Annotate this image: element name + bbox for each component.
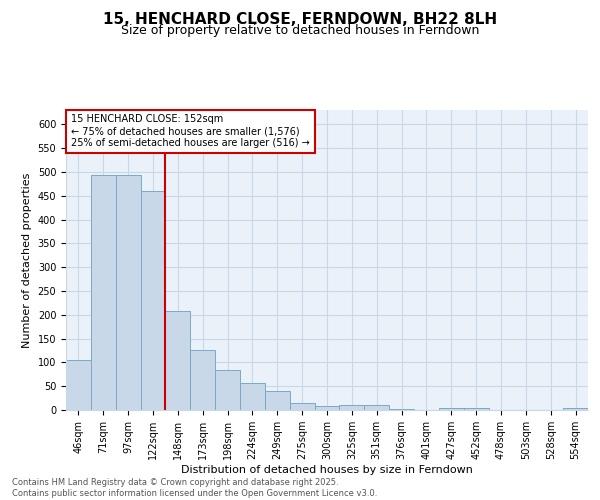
Bar [364,405,389,410]
Bar [240,383,265,410]
X-axis label: Distribution of detached houses by size in Ferndown: Distribution of detached houses by size … [181,465,473,475]
Bar [265,391,290,410]
Y-axis label: Number of detached properties: Number of detached properties [22,172,32,348]
Bar [389,408,414,410]
Text: Contains HM Land Registry data © Crown copyright and database right 2025.
Contai: Contains HM Land Registry data © Crown c… [12,478,377,498]
Text: 15, HENCHARD CLOSE, FERNDOWN, BH22 8LH: 15, HENCHARD CLOSE, FERNDOWN, BH22 8LH [103,12,497,28]
Bar [91,175,116,410]
Bar [563,408,588,410]
Bar [190,350,215,410]
Text: Size of property relative to detached houses in Ferndown: Size of property relative to detached ho… [121,24,479,37]
Bar [290,404,314,410]
Bar [439,408,464,410]
Bar [140,191,166,410]
Bar [215,370,240,410]
Bar [166,311,190,410]
Bar [314,406,340,410]
Bar [464,408,488,410]
Text: 15 HENCHARD CLOSE: 152sqm
← 75% of detached houses are smaller (1,576)
25% of se: 15 HENCHARD CLOSE: 152sqm ← 75% of detac… [71,114,310,148]
Bar [340,405,364,410]
Bar [116,175,140,410]
Bar [66,360,91,410]
